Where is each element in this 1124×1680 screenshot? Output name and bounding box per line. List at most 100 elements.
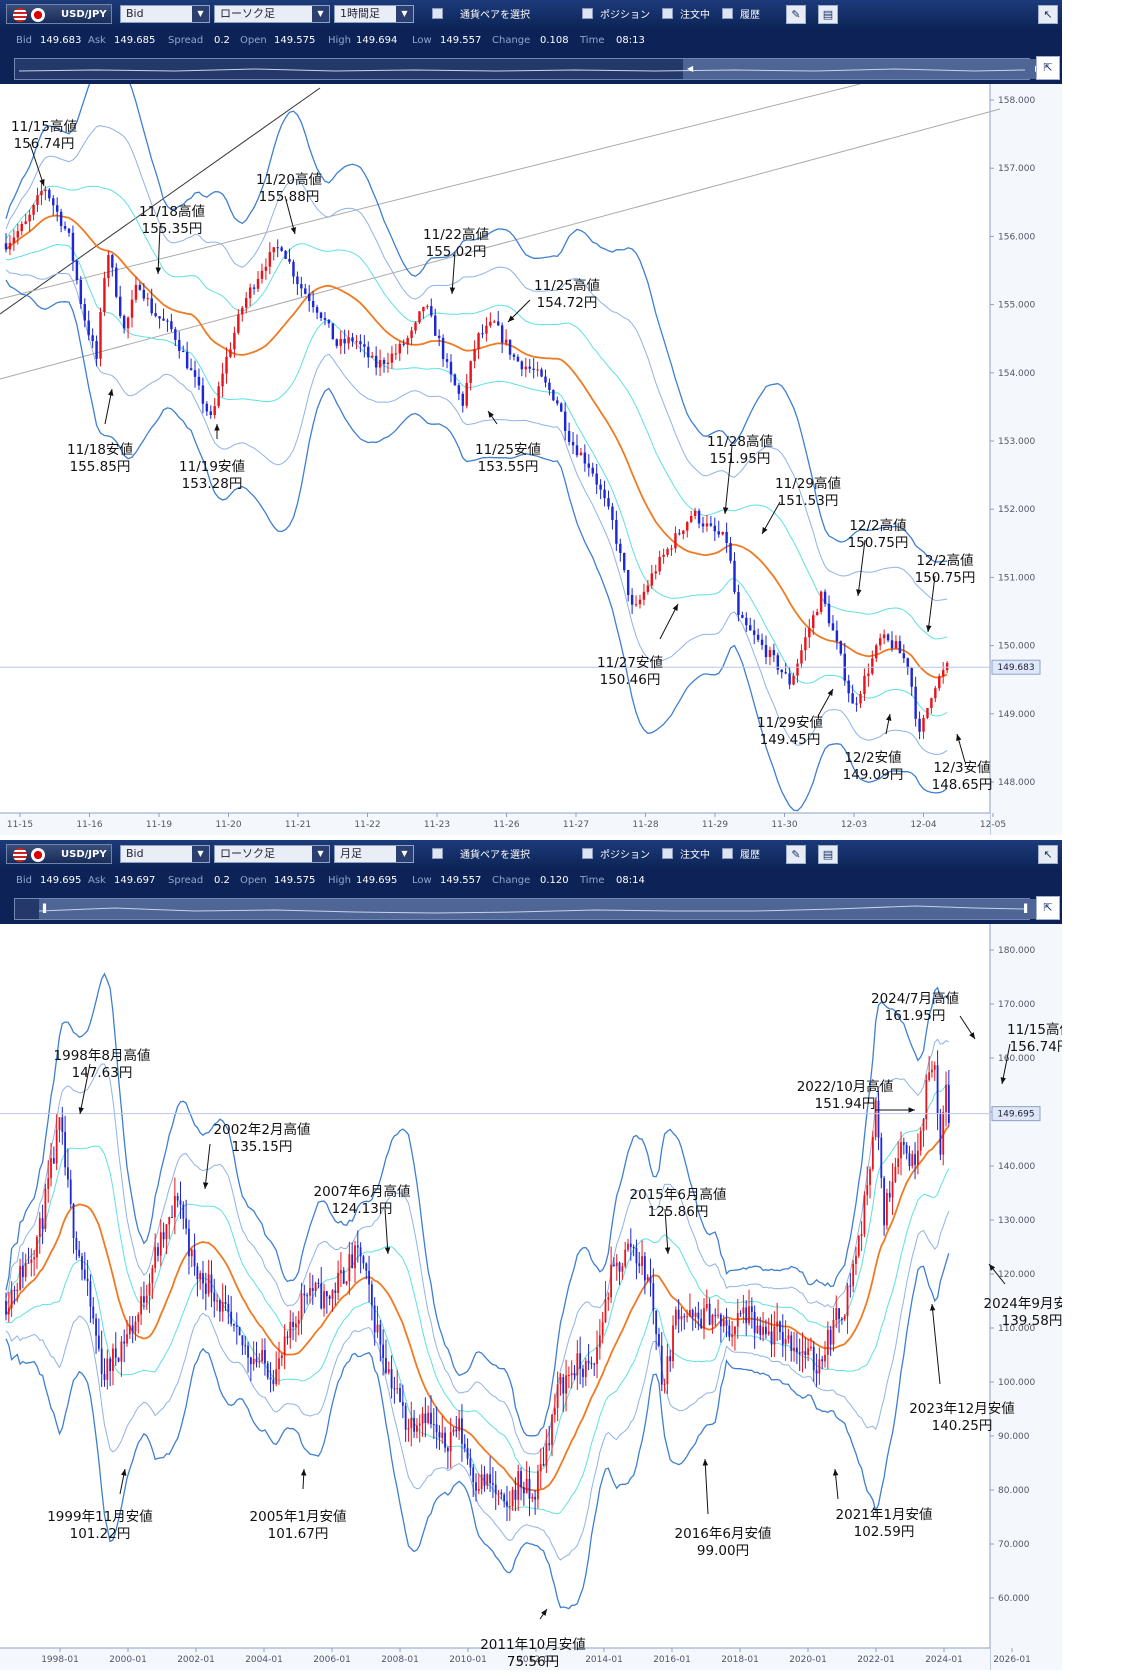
candle-body (522, 1487, 525, 1494)
candle (294, 1316, 297, 1342)
candle-body (567, 1375, 570, 1377)
candle (387, 1361, 390, 1375)
pair-select-checkbox[interactable] (432, 848, 443, 859)
symbol-badge[interactable]: USD/JPY (6, 844, 112, 864)
candle (20, 221, 23, 236)
candle-body (449, 361, 453, 375)
candle (288, 248, 291, 264)
navigator-window[interactable] (683, 59, 1047, 79)
collapse-icon[interactable]: ↖ (1038, 5, 1058, 24)
candle-body (933, 1065, 936, 1070)
candle (52, 195, 55, 216)
candle (296, 271, 299, 295)
candle (477, 1473, 480, 1495)
candle (368, 1255, 370, 1303)
chart-kind-select[interactable]: ローソク足 ▼ (214, 845, 330, 863)
draw-tool-icon[interactable]: ✎ (786, 5, 806, 24)
chart-kind-select[interactable]: ローソク足 ▼ (214, 5, 330, 23)
candle-body (611, 506, 614, 521)
timeframe-select[interactable]: 1時間足 ▼ (334, 5, 414, 23)
order-checkbox[interactable] (662, 8, 673, 19)
candle (700, 1309, 703, 1329)
candle-body (331, 323, 335, 340)
pair-select-label[interactable]: 通貨ペアを選択 (460, 10, 530, 21)
candle (50, 1143, 52, 1187)
candle (351, 1242, 354, 1269)
candle (162, 308, 165, 321)
candle-body (81, 1256, 83, 1270)
navigator-window[interactable] (39, 899, 1047, 919)
collapse-icon[interactable]: ↖ (1038, 845, 1058, 864)
candle-body (556, 400, 559, 404)
symbol-badge[interactable]: USD/JPY (6, 4, 112, 24)
pair-select-checkbox[interactable] (432, 8, 443, 19)
history-checkbox[interactable] (722, 848, 733, 859)
candle-body (742, 1307, 745, 1314)
candle (162, 1222, 165, 1248)
navigator-left-arrow-icon[interactable]: ▌ (43, 904, 50, 913)
x-tick-label: 1998-01 (41, 1655, 79, 1665)
price-type-select[interactable]: Bid ▼ (120, 5, 210, 23)
candle-body (300, 284, 303, 289)
navigator-scrollbar[interactable]: ▌ ▐ (14, 898, 1047, 920)
candle-body (497, 321, 500, 326)
candle (536, 361, 539, 377)
candle-body (689, 515, 693, 523)
candle-body (27, 1262, 30, 1264)
navigator-scrollbar[interactable]: ◀ ▶ (14, 58, 1047, 80)
candle-body (752, 630, 756, 635)
candle-body (83, 304, 86, 321)
draw-tool-icon[interactable]: ✎ (786, 845, 806, 864)
candle-body (852, 1263, 855, 1286)
annotation-arrowhead (300, 1469, 307, 1476)
navigator-right-arrow-icon[interactable]: ▐ (1021, 904, 1028, 913)
candle (736, 1298, 739, 1339)
candle-body (745, 1307, 748, 1324)
candle-body (283, 1336, 286, 1356)
navigator-left-arrow-icon[interactable]: ◀ (687, 64, 694, 73)
candle-body (416, 1425, 418, 1432)
candle (306, 1292, 309, 1305)
candle-body (55, 205, 59, 212)
candle-body (342, 1270, 345, 1284)
candle (441, 334, 445, 367)
candle-body (642, 591, 646, 600)
candle-body (300, 1293, 303, 1320)
annotation-arrowhead (384, 1247, 391, 1254)
candle (233, 326, 236, 358)
candle (95, 335, 98, 367)
candle-body (491, 1483, 494, 1485)
fit-icon[interactable]: ⇱ (1036, 896, 1060, 920)
candle (435, 1406, 438, 1449)
candle-body (928, 1072, 931, 1080)
candle (829, 1325, 832, 1356)
candle (337, 1260, 340, 1300)
candle (642, 583, 646, 606)
annotation-arrowhead (832, 1469, 839, 1476)
timeframe-select[interactable]: 月足 ▼ (334, 845, 414, 863)
position-checkbox[interactable] (582, 8, 593, 19)
candle (721, 531, 724, 536)
y-tick-label: 148.000 (998, 778, 1035, 788)
bollinger-inner-lower (6, 1168, 950, 1515)
order-checkbox[interactable] (662, 848, 673, 859)
candle-body (323, 1291, 325, 1309)
candle (613, 1257, 615, 1267)
candle (47, 1160, 50, 1203)
history-checkbox[interactable] (722, 8, 733, 19)
candle-body (463, 1443, 466, 1448)
candle-body (343, 338, 346, 344)
bollinger-outer-lower (5, 279, 948, 812)
position-checkbox[interactable] (582, 848, 593, 859)
window-icon[interactable]: ▤ (818, 5, 838, 24)
candle (711, 1313, 714, 1334)
pair-select-label[interactable]: 通貨ペアを選択 (460, 850, 530, 861)
candle-body (880, 1137, 883, 1178)
fit-icon[interactable]: ⇱ (1036, 56, 1060, 80)
candle-body (280, 1355, 283, 1359)
price-type-select[interactable]: Bid ▼ (120, 845, 210, 863)
candle-body (784, 672, 787, 674)
window-icon[interactable]: ▤ (818, 845, 838, 864)
